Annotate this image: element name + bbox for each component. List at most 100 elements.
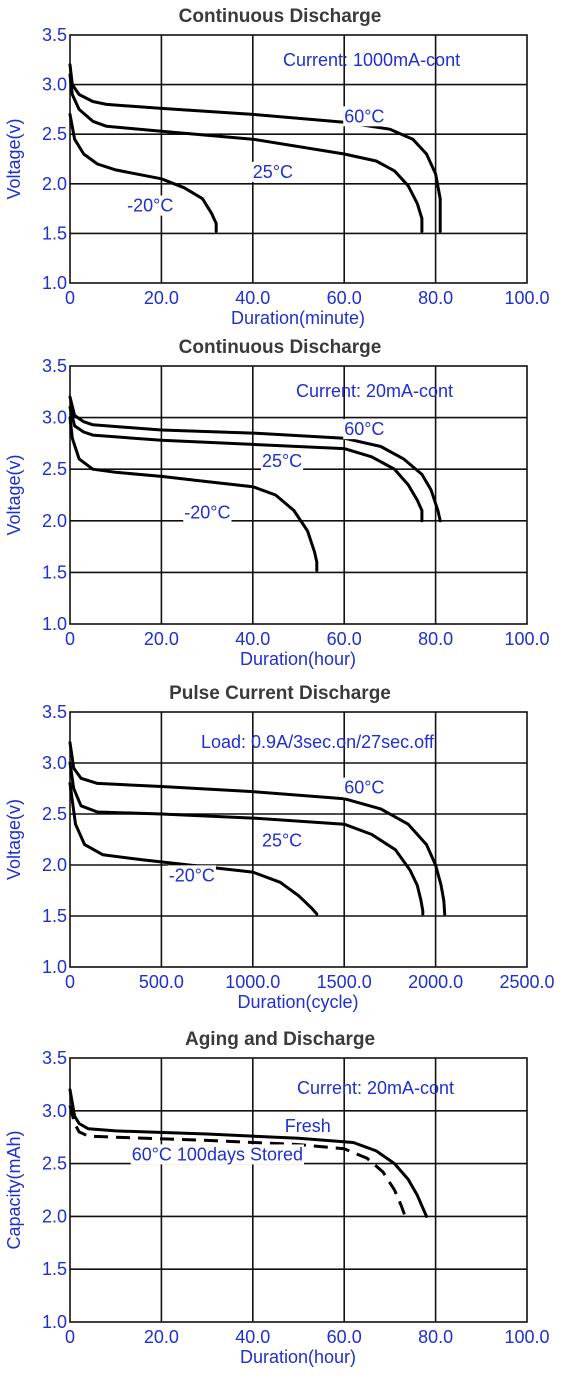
chart-title: Aging and Discharge (185, 1029, 375, 1050)
y-tick-label: 3.0 (42, 753, 67, 773)
y-tick-label: 1.5 (42, 1259, 67, 1279)
x-axis-label: Duration(hour) (240, 1347, 356, 1367)
series-label-background (260, 830, 304, 851)
y-tick-label: 2.0 (42, 174, 67, 194)
series-label-background (167, 865, 216, 886)
x-axis-label: Duration(cycle) (237, 992, 358, 1012)
x-tick-label: 0 (65, 288, 75, 308)
series-line-60-c (68, 395, 442, 523)
plot-frame (69, 711, 528, 968)
x-tick-label: 40.0 (235, 629, 270, 649)
x-tick-label: 0 (65, 629, 75, 649)
series-line-60-c (68, 741, 447, 916)
x-tick-label: 20.0 (144, 1327, 179, 1347)
x-tick-label: 1500.0 (317, 972, 372, 992)
y-tick-label: 3.5 (42, 702, 67, 722)
x-tick-label: 100.0 (504, 1327, 549, 1347)
series-line-20-c (68, 112, 218, 233)
y-tick-label: 1.5 (42, 223, 67, 243)
y-tick-label: 2.5 (42, 459, 67, 479)
x-tick-label: 80.0 (418, 629, 453, 649)
y-tick-label: 3.5 (42, 356, 67, 376)
y-tick-label: 1.0 (42, 957, 67, 977)
y-tick-label: 2.5 (42, 804, 67, 824)
series-line-fresh (68, 1088, 428, 1218)
series-label-background (343, 777, 386, 798)
y-axis-label: Voltage(v) (4, 118, 24, 199)
y-tick-label: 3.0 (42, 1101, 67, 1121)
series-line-20-c (68, 416, 319, 572)
y-tick-label: 3.5 (42, 25, 67, 45)
test-condition-annotation: Current: 1000mA-cont (283, 50, 460, 70)
y-tick-label: 2.0 (42, 511, 67, 531)
y-tick-label: 2.0 (42, 1206, 67, 1226)
chart-title: Continuous Discharge (179, 337, 382, 358)
series-label: 25°C (253, 162, 293, 182)
y-tick-label: 1.0 (42, 273, 67, 293)
series-label: 60°C (344, 778, 384, 798)
series-label: -20°C (169, 865, 215, 885)
test-condition-annotation: Current: 20mA-cont (296, 381, 453, 401)
series-label-background (283, 1115, 332, 1136)
series-label-background (343, 106, 386, 127)
x-tick-label: 0 (65, 1327, 75, 1347)
chart-1: Continuous Discharge 1.0 1.5 2.0 2.5 3.0 3.5 0 2… (4, 6, 550, 328)
x-tick-label: 20.0 (144, 288, 179, 308)
x-tick-label: 2000.0 (408, 972, 463, 992)
y-tick-label: 2.5 (42, 1154, 67, 1174)
series-label-background (260, 451, 304, 472)
series-label: 60°C 100days Stored (132, 1144, 303, 1164)
test-condition-annotation: Load: 0.9A/3sec.on/27sec.off (201, 732, 435, 752)
x-tick-label: 20.0 (144, 629, 179, 649)
chart-3: Pulse Current Discharge 1.0 1.5 2.0 2.5 3.0 3.… (4, 683, 555, 1012)
x-axis-label: Duration(hour) (240, 649, 356, 669)
series-label: 25°C (262, 831, 302, 851)
chart-title: Continuous Discharge (179, 6, 382, 27)
series-label-background (251, 161, 295, 182)
y-tick-label: 1.5 (42, 562, 67, 582)
x-tick-label: 40.0 (235, 288, 270, 308)
y-tick-label: 1.0 (42, 614, 67, 634)
test-condition-annotation: Current: 20mA-cont (297, 1078, 454, 1098)
x-tick-label: 60.0 (327, 288, 362, 308)
y-axis-label: Voltage(v) (4, 454, 24, 535)
series-line-25-c (68, 73, 424, 233)
x-tick-label: 100.0 (504, 629, 549, 649)
series-label: 25°C (262, 451, 302, 471)
plot-frame (69, 365, 528, 625)
x-tick-label: 0 (65, 972, 75, 992)
y-tick-label: 2.5 (42, 124, 67, 144)
series-label: Fresh (285, 1116, 331, 1136)
series-line-25-c (68, 761, 425, 916)
series-label: 60°C (344, 419, 384, 439)
x-axis-label: Duration(minute) (231, 308, 365, 328)
x-tick-label: 80.0 (418, 1327, 453, 1347)
y-tick-label: 3.0 (42, 75, 67, 95)
x-tick-label: 1000.0 (225, 972, 280, 992)
x-tick-label: 60.0 (327, 629, 362, 649)
series-line-25-c (68, 405, 424, 523)
plot-frame (69, 34, 528, 284)
y-tick-label: 1.5 (42, 906, 67, 926)
series-label: 60°C (344, 106, 384, 126)
x-tick-label: 2500.0 (499, 972, 554, 992)
y-tick-label: 3.5 (42, 1048, 67, 1068)
y-tick-label: 1.0 (42, 1312, 67, 1332)
x-tick-label: 80.0 (418, 288, 453, 308)
y-tick-label: 2.0 (42, 855, 67, 875)
x-tick-label: 500.0 (139, 972, 184, 992)
y-axis-label: Capacity(mAh) (4, 1130, 24, 1249)
series-label-background (126, 195, 175, 216)
y-axis-label: Voltage(v) (4, 799, 24, 880)
chart-2: Continuous Discharge 1.0 1.5 2.0 2.5 3.0 3.5 0 2… (4, 337, 550, 669)
series-label: -20°C (127, 196, 173, 216)
chart-title: Pulse Current Discharge (169, 683, 391, 704)
chart-4: Aging and Discharge 1.0 1.5 2.0 2.5 3.0 3.5 0 20… (4, 1029, 550, 1367)
series-label-background (183, 502, 232, 523)
x-tick-label: 100.0 (504, 288, 549, 308)
x-tick-label: 40.0 (235, 1327, 270, 1347)
y-tick-label: 3.0 (42, 408, 67, 428)
series-label-background (130, 1144, 305, 1165)
series-line-60-c (68, 63, 442, 233)
